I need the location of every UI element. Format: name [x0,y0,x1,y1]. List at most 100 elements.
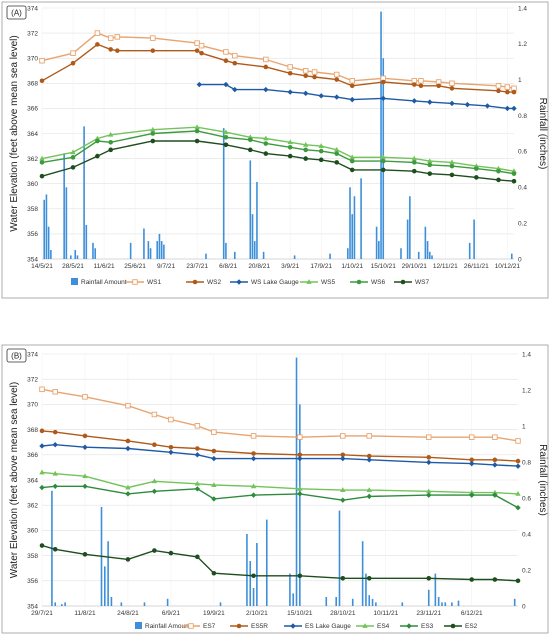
rainfall-bar [64,602,66,606]
y-tick-label: 366 [27,106,38,113]
legend-label: ES Lake Gauge [305,623,351,630]
data-point [223,142,229,148]
rainfall-bar [160,241,163,259]
rainfall-bar [371,598,374,606]
panel-label: (B) [11,352,22,361]
data-point [464,101,471,108]
data-point [125,445,131,452]
data-point [114,34,121,40]
data-point [52,442,58,448]
rainfall-bar [427,589,430,606]
data-point [297,434,303,440]
data-point [39,386,45,393]
rainfall-bar [431,255,433,259]
data-point [334,94,340,100]
rainfall-bar [353,196,356,259]
y-axis-title: Water Elevation (feet above mean sea lev… [9,382,20,578]
rainfall-bar [401,602,404,606]
y2-axis-title: Rainfall (inches) [537,444,548,516]
rainfall-bar [441,602,443,606]
data-point [496,88,501,94]
rainfall-bar [156,241,159,259]
x-tick-label: 23/11/21 [416,610,441,617]
series-es-lake-gauge [39,442,521,469]
y2-tick-label: 1 [518,77,522,84]
y2-tick-label: 0.2 [518,220,527,227]
rainfall-bar [94,248,96,259]
data-point [125,484,131,490]
data-point [211,496,217,502]
rainfall-bar [434,573,437,606]
data-point [232,60,238,66]
data-point [263,151,269,156]
data-point [511,178,517,184]
data-point [39,160,45,165]
rainfall-bar [74,250,77,259]
data-point [340,575,346,581]
data-point [469,460,475,467]
x-tick-label: 19/9/21 [203,610,225,617]
rainfall-bar [351,214,354,259]
rainfall-bar [365,573,367,606]
rainfall-bar [293,255,296,259]
x-tick-label: 6/12/21 [461,610,483,617]
data-point [39,155,45,161]
x-tick-label: 28/5/21 [62,263,84,270]
series-es2 [39,543,521,584]
x-tick-label: 20/8/21 [248,263,270,270]
y2-tick-label: 0.8 [522,459,531,466]
data-point [287,139,293,145]
data-point [52,470,58,476]
y2-tick-label: 1.4 [522,351,531,358]
rainfall-bar [444,602,447,606]
y-tick-label: 366 [27,452,38,459]
rainfall-bar [120,602,123,606]
data-point [334,151,340,156]
rainfall-bar [325,597,328,606]
data-point [194,138,200,144]
data-point [426,575,432,581]
rainfall-bar [451,602,453,606]
data-point [297,452,303,458]
rainfall-bar [329,253,331,259]
rainfall-bar [43,199,46,259]
data-point [318,143,324,148]
data-point [515,578,521,584]
series-es3 [39,483,521,511]
data-point [152,442,157,448]
x-tick-label: 6/9/21 [162,610,180,617]
data-point [194,48,200,53]
series-line [41,544,519,582]
data-point [82,473,88,479]
data-point [287,153,293,159]
data-point [70,149,76,155]
data-point [251,451,256,456]
data-point [380,79,386,85]
data-point [366,575,372,581]
legend-marker [306,279,312,284]
data-point [95,138,100,144]
data-point [287,64,293,70]
data-point [418,83,424,89]
data-point [515,458,521,464]
data-point [250,492,257,498]
rainfall-bar [510,253,513,259]
data-point [168,449,174,455]
rainfall-bar [265,519,268,606]
rainfall-bar [65,187,68,259]
data-point [449,80,455,87]
data-point [340,487,346,492]
y-tick-label: 362 [27,503,38,510]
rainfall-bar [360,178,362,259]
data-point [340,452,346,458]
legend-marker [236,623,242,629]
data-point [195,554,200,560]
y2-tick-label: 1 [522,423,526,430]
rainfall-bar [338,510,341,606]
data-point [211,482,217,487]
data-point [303,156,308,161]
data-point [366,493,372,500]
data-point [248,147,253,153]
data-point [199,50,204,56]
